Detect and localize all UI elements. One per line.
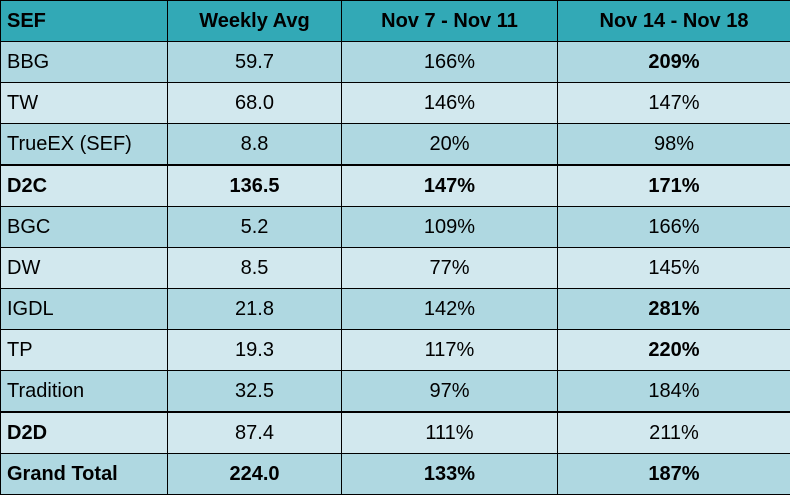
table-row: Tradition 32.5 97% 184% (1, 371, 790, 413)
weekly-avg-cell: 5.2 (168, 207, 342, 248)
week1-cell: 147% (342, 165, 558, 207)
sef-name: D2D (1, 412, 168, 454)
weekly-avg-cell: 21.8 (168, 289, 342, 330)
weekly-avg-cell: 19.3 (168, 330, 342, 371)
week1-cell: 97% (342, 371, 558, 413)
header-week-nov-7-11: Nov 7 - Nov 11 (342, 1, 558, 42)
table-row: DW 8.5 77% 145% (1, 248, 790, 289)
sef-name: DW (1, 248, 168, 289)
table-row: IGDL 21.8 142% 281% (1, 289, 790, 330)
week2-cell: 145% (558, 248, 790, 289)
week1-cell: 142% (342, 289, 558, 330)
week2-cell: 147% (558, 83, 790, 124)
sef-name: BGC (1, 207, 168, 248)
week1-cell: 109% (342, 207, 558, 248)
week2-cell: 220% (558, 330, 790, 371)
week2-cell: 171% (558, 165, 790, 207)
subtotal-row-d2c: D2C 136.5 147% 171% (1, 165, 790, 207)
week1-cell: 77% (342, 248, 558, 289)
weekly-avg-cell: 68.0 (168, 83, 342, 124)
weekly-avg-cell: 87.4 (168, 412, 342, 454)
weekly-avg-cell: 224.0 (168, 454, 342, 495)
table-row: TrueEX (SEF) 8.8 20% 98% (1, 124, 790, 166)
sef-name: TP (1, 330, 168, 371)
header-weekly-avg: Weekly Avg (168, 1, 342, 42)
week2-cell: 166% (558, 207, 790, 248)
week1-cell: 166% (342, 42, 558, 83)
weekly-avg-cell: 136.5 (168, 165, 342, 207)
sef-name: BBG (1, 42, 168, 83)
weekly-avg-cell: 32.5 (168, 371, 342, 413)
subtotal-row-d2d: D2D 87.4 111% 211% (1, 412, 790, 454)
week2-cell: 211% (558, 412, 790, 454)
grand-total-row: Grand Total 224.0 133% 187% (1, 454, 790, 495)
table-row: TW 68.0 146% 147% (1, 83, 790, 124)
table-row: BGC 5.2 109% 166% (1, 207, 790, 248)
sef-name: TrueEX (SEF) (1, 124, 168, 166)
sef-name: TW (1, 83, 168, 124)
header-week-nov-14-18: Nov 14 - Nov 18 (558, 1, 790, 42)
week1-cell: 117% (342, 330, 558, 371)
week2-cell: 187% (558, 454, 790, 495)
header-sef: SEF (1, 1, 168, 42)
week2-cell: 98% (558, 124, 790, 166)
week1-cell: 111% (342, 412, 558, 454)
weekly-avg-cell: 8.5 (168, 248, 342, 289)
table-row: TP 19.3 117% 220% (1, 330, 790, 371)
week2-cell: 281% (558, 289, 790, 330)
week1-cell: 133% (342, 454, 558, 495)
sef-name: Tradition (1, 371, 168, 413)
weekly-avg-cell: 8.8 (168, 124, 342, 166)
sef-name: Grand Total (1, 454, 168, 495)
week1-cell: 146% (342, 83, 558, 124)
weekly-avg-cell: 59.7 (168, 42, 342, 83)
week2-cell: 209% (558, 42, 790, 83)
week2-cell: 184% (558, 371, 790, 413)
week1-cell: 20% (342, 124, 558, 166)
header-row: SEF Weekly Avg Nov 7 - Nov 11 Nov 14 - N… (1, 1, 790, 42)
table-row: BBG 59.7 166% 209% (1, 42, 790, 83)
sef-name: IGDL (1, 289, 168, 330)
sef-name: D2C (1, 165, 168, 207)
